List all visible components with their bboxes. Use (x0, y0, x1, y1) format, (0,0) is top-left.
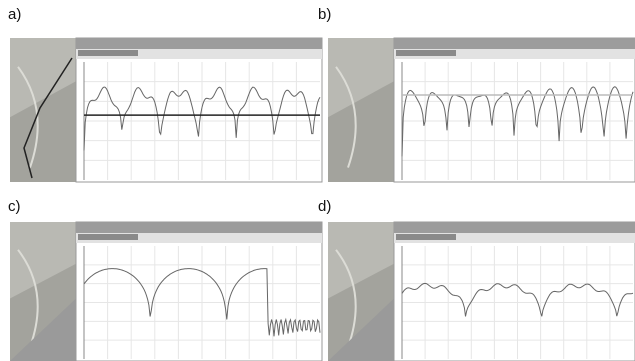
window-info (78, 234, 138, 240)
screenshot (10, 222, 322, 361)
window-info (78, 50, 138, 56)
panel-label: b) (318, 6, 331, 23)
figure: a) b) c) d) (0, 0, 635, 361)
screenshot (328, 38, 635, 182)
window-info (396, 50, 456, 56)
window-header (76, 222, 322, 233)
panel-label: d) (318, 198, 331, 215)
window-header (394, 38, 635, 49)
window-info (396, 234, 456, 240)
screenshot (10, 38, 322, 182)
panel-label: a) (8, 6, 21, 23)
screenshot (328, 222, 635, 361)
window-header (76, 38, 322, 49)
panel-label: c) (8, 198, 21, 215)
window-header (394, 222, 635, 233)
